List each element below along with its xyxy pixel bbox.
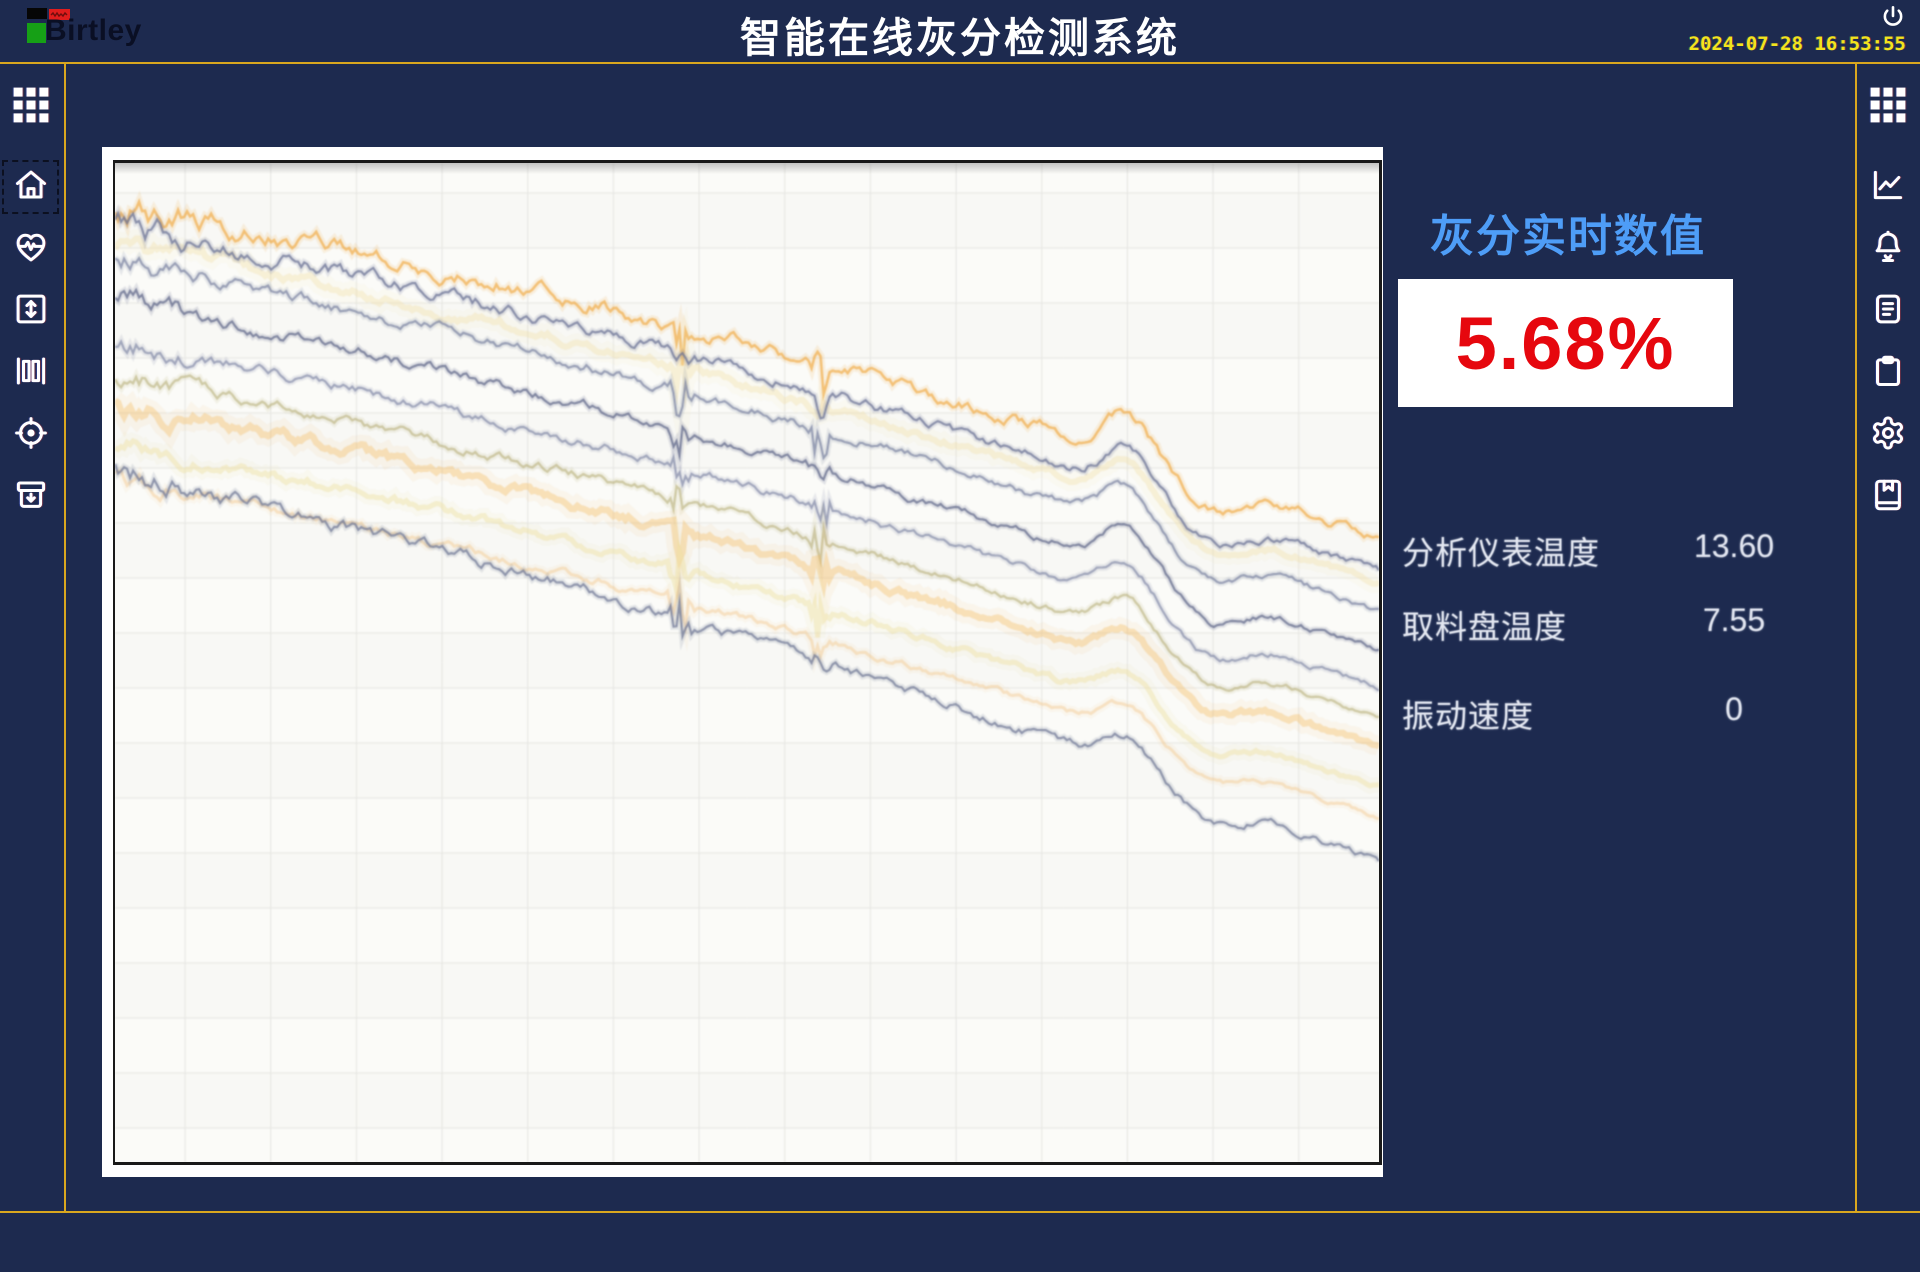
reading-label: 取料盘温度 bbox=[1402, 609, 1568, 645]
clipboard-icon bbox=[1870, 353, 1906, 394]
sidebar-item-records[interactable] bbox=[1857, 280, 1919, 342]
document-icon bbox=[1870, 291, 1906, 332]
sidebar-item-level-adjust[interactable] bbox=[0, 280, 62, 342]
trend-chart-panel bbox=[102, 147, 1383, 1177]
trend-chart-frame bbox=[113, 160, 1382, 1165]
left-sidebar bbox=[0, 66, 62, 528]
sidebar-item-calibration[interactable] bbox=[0, 404, 62, 466]
target-icon bbox=[13, 415, 49, 456]
logo-green-square bbox=[27, 23, 46, 43]
logo-red-square bbox=[49, 9, 70, 20]
logo-waveform-icon bbox=[50, 11, 68, 18]
archive-down-icon bbox=[13, 477, 49, 518]
sidebar-item-storage[interactable] bbox=[0, 466, 62, 528]
sidebar-item-health-monitor[interactable] bbox=[0, 218, 62, 280]
right-sidebar-divider bbox=[1855, 62, 1857, 1213]
trend-chart-canvas bbox=[115, 163, 1379, 1162]
book-bookmark-icon bbox=[1870, 477, 1906, 518]
reading-value: 7.55 bbox=[1702, 602, 1766, 638]
sidebar-item-apps-grid[interactable] bbox=[1857, 76, 1919, 138]
home-icon bbox=[13, 167, 49, 208]
readings-list: 分析仪表温度 13.60 取料盘温度 7.55 振动速度 0 bbox=[1402, 528, 1842, 765]
reading-label: 振动速度 bbox=[1402, 698, 1535, 734]
logo-text: Birtley bbox=[45, 14, 142, 47]
sidebar-item-home[interactable] bbox=[0, 156, 62, 218]
sidebar-item-material-gate[interactable] bbox=[0, 342, 62, 404]
reading-row: 分析仪表温度 13.60 bbox=[1402, 528, 1842, 571]
ash-realtime-title: 灰分实时数值 bbox=[1430, 212, 1706, 261]
logo-black-square bbox=[27, 8, 47, 19]
reading-value: 13.60 bbox=[1693, 528, 1775, 564]
gear-icon bbox=[1870, 415, 1906, 456]
reading-row: 振动速度 0 bbox=[1402, 691, 1842, 734]
power-icon[interactable] bbox=[1880, 4, 1906, 30]
left-sidebar-divider bbox=[64, 62, 66, 1213]
sidebar-item-settings[interactable] bbox=[1857, 404, 1919, 466]
vertical-arrows-box-icon bbox=[13, 291, 49, 332]
ash-value: 5.68% bbox=[1455, 301, 1676, 385]
sidebar-item-trend-curves[interactable] bbox=[1857, 156, 1919, 218]
footer-divider bbox=[0, 1211, 1920, 1213]
reading-value: 0 bbox=[1725, 691, 1743, 727]
reading-label: 分析仪表温度 bbox=[1402, 535, 1601, 571]
brand-logo: Birtley bbox=[26, 6, 176, 50]
sidebar-item-alarms[interactable] bbox=[1857, 218, 1919, 280]
heart-pulse-icon bbox=[13, 229, 49, 270]
line-chart-icon bbox=[1870, 167, 1906, 208]
sidebar-item-saved-data[interactable] bbox=[1857, 466, 1919, 528]
sidebar-item-reports[interactable] bbox=[1857, 342, 1919, 404]
columns-icon bbox=[13, 353, 49, 394]
sidebar-item-apps-grid[interactable] bbox=[0, 76, 62, 138]
right-sidebar bbox=[1857, 66, 1919, 528]
page-title: 智能在线灰分检测系统 bbox=[740, 15, 1180, 61]
header-divider bbox=[0, 62, 1920, 64]
datetime-display: 2024-07-28 16:53:55 bbox=[1688, 33, 1906, 55]
bell-icon bbox=[1870, 229, 1906, 270]
reading-row: 取料盘温度 7.55 bbox=[1402, 602, 1842, 645]
grid-icon bbox=[13, 87, 49, 128]
ash-value-box: 5.68% bbox=[1398, 279, 1733, 407]
grid-icon bbox=[1870, 87, 1906, 128]
